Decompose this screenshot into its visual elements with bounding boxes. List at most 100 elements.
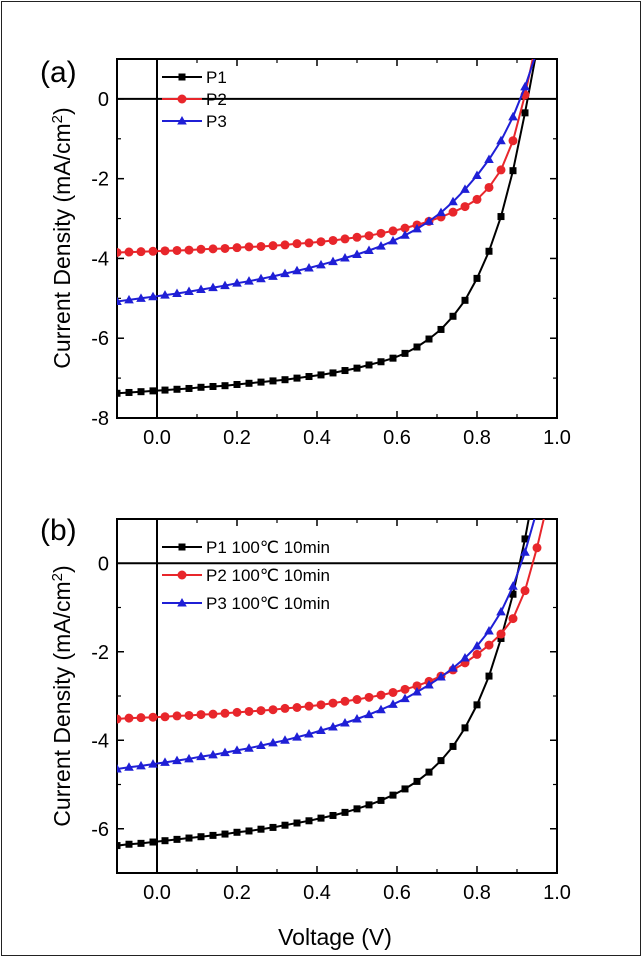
data-point-triangle [184,286,194,296]
data-point-triangle [256,273,266,283]
data-point-triangle [304,729,314,738]
data-point-square [389,354,397,362]
data-point-triangle [268,271,278,280]
series-line [117,59,534,254]
data-point-square [161,386,169,394]
data-point-circle [316,237,326,247]
chart-panel-b: 0.0 0.2 0.4 0.6 0.8 1.0 -6 -4 -2 0 Current Density… [40,505,571,904]
data-point-triangle [460,184,470,193]
data-point-square [401,349,409,357]
data-point-circle [184,710,194,720]
data-point-triangle [472,170,482,179]
data-point-triangle [160,757,170,766]
legend-label: P1 [206,68,227,87]
legend-marker-square [178,73,186,81]
data-point-square [497,213,505,221]
legend-label: P2 [206,90,227,109]
data-point-square [257,825,265,833]
series-2 [117,59,534,257]
data-point-square [509,167,517,175]
data-point-circle [124,247,134,257]
x-tick-label: 0.8 [463,882,491,904]
data-point-circle [496,629,506,639]
y-tick-label: 0 [98,553,109,575]
chart-panel-a: 0.0 0.2 0.4 0.6 0.8 1.0 -8 -6 -4 -2 0 Current Densi… [40,46,571,449]
data-point-square [269,823,277,831]
data-point-square [125,840,133,848]
data-point-square [245,827,253,835]
legend-label: P3 [206,112,227,131]
data-point-square [413,777,421,785]
data-point-triangle [472,640,482,650]
data-point-triangle [244,276,254,285]
data-point-circle [117,714,122,724]
y-axis-title-end: ) [49,565,75,573]
data-point-circle [117,247,122,257]
y-tick-label: 0 [98,89,109,111]
data-point-circle [136,713,146,723]
data-point-square [197,383,205,391]
data-point-square [305,817,313,825]
panel-label: (a) [40,56,77,89]
data-point-triangle [232,745,242,754]
data-point-circle [136,247,146,257]
y-tick-label: -2 [91,642,109,664]
data-point-triangle [268,737,278,747]
data-point-square [534,46,541,53]
data-point-square [281,376,289,384]
data-point-square [521,109,529,117]
data-point-triangle [304,263,314,272]
data-point-circle [172,245,182,255]
data-point-triangle [340,253,350,262]
data-point-triangle [520,81,530,91]
data-point-circle [244,706,254,716]
data-point-circle [412,681,422,691]
data-point-triangle [364,245,374,254]
data-point-square [449,742,457,750]
data-point-square [521,535,529,543]
data-point-triangle [280,268,290,278]
data-point-triangle [244,743,254,752]
x-tick-label: 1.0 [543,427,571,449]
data-point-square [473,701,481,709]
data-point-circle [508,614,518,624]
data-point-circle [376,228,386,238]
series-1 [117,46,541,397]
data-point-square [185,384,193,392]
data-point-triangle [117,296,122,306]
data-point-square [413,343,421,351]
data-point-circle [292,239,302,249]
data-point-triangle [316,725,326,735]
y-tick-label: -8 [91,408,109,430]
data-point-triangle [496,135,506,145]
data-point-triangle [136,293,146,302]
data-point-triangle [424,679,434,689]
y-tick-label: -2 [91,169,109,191]
data-point-triangle [172,755,182,765]
legend-marker-triangle [177,116,187,125]
x-tick-label: 0.0 [143,882,171,904]
data-point-triangle [172,288,182,298]
data-point-triangle [292,265,302,275]
data-point-circle [124,713,134,723]
y-tick-label: -4 [91,730,109,752]
data-point-square [377,796,385,804]
data-point-triangle [532,505,542,514]
data-point-triangle [124,294,134,304]
data-point-circle [484,182,494,192]
legend-label: P3 100℃ 10min [206,594,330,613]
data-point-circle [280,240,290,250]
data-point-circle [172,711,182,721]
data-point-triangle [328,721,338,731]
data-point-circle [520,586,530,596]
data-point-square [437,757,445,765]
data-point-circle [316,700,326,710]
data-point-circle [532,543,542,553]
data-point-square [117,389,121,397]
data-point-square [125,388,133,396]
data-point-triangle [448,196,458,206]
data-point-square [425,335,433,343]
data-point-circle [256,241,266,251]
